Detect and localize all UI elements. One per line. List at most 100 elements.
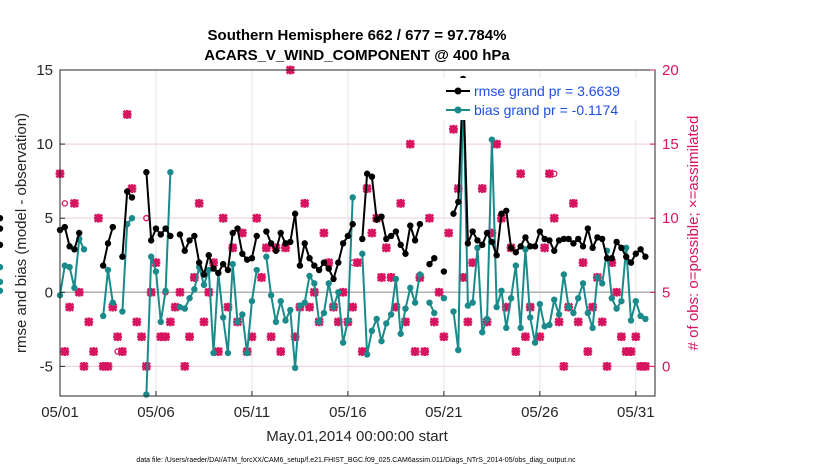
obs-assimilated-marker [161,332,171,342]
obs-assimilated-marker [65,302,75,312]
rmse-point [104,240,112,247]
bias-point [531,339,539,346]
rmse-point [243,256,251,263]
rmse-point [119,253,126,260]
y-axis-label: rmse and bias (model - observation) [13,113,30,353]
rmse-point [546,237,553,244]
bias-point [493,303,500,311]
bias-point [507,295,515,302]
rmse-point [0,225,4,232]
bias-point [455,346,462,354]
obs-assimilated-marker [501,302,511,312]
rmse-point [282,240,289,247]
y-axis-ticks: -5 0 5 10 15 [36,62,65,375]
rmse-point [416,220,424,228]
rmse-point [407,222,414,229]
bias-point [632,297,640,305]
obs-assimilated-marker [165,317,175,327]
bias-point [147,253,155,260]
rmse-point [181,247,188,254]
rmse-point [195,259,203,266]
bias-point [229,260,236,268]
obs-assimilated-marker [420,347,430,357]
bias-point [315,318,323,326]
obs-assimilated-marker [84,317,94,327]
obs-assimilated-marker [492,139,502,149]
bias-point [234,318,241,326]
obs-assimilated-marker [223,302,233,312]
obs-assimilated-marker [108,302,118,312]
x-axis-label: May.01,2014 00:00:00 start [266,428,448,445]
rmse-point [627,259,635,266]
rmse-point [296,262,304,269]
bias-point [162,287,169,294]
rmse-point [330,275,337,283]
x-tick-label: 05/16 [329,404,367,421]
y2-axis-label: # of obs: o=possible; ×=assimilated [685,116,702,351]
rmse-point [455,198,462,206]
obs-assimilated-marker [228,243,238,253]
rmse-point [205,252,212,259]
obs-assimilated-marker [434,287,444,297]
series-rmse [0,75,649,283]
bias-point [483,315,491,323]
bias-point [152,268,160,275]
rmse-point [531,243,539,250]
rmse-point [109,223,116,231]
legend-box [440,78,652,120]
data-file-footer: data file: /Users/raeder/DAI/ATM_forcXX/… [136,457,576,464]
bias-point [359,250,366,257]
obs-assimilated-marker [616,332,626,342]
bias-point [224,349,232,357]
obs-assimilated-marker [266,332,276,342]
bias-point [191,286,198,293]
bias-point [61,262,68,269]
obs-assimilated-marker [319,228,329,238]
obs-assimilated-marker [98,361,108,371]
bias-point [277,297,284,305]
obs-assimilated-marker [444,228,454,238]
obs-assimilated-marker [338,287,348,297]
obs-assimilated-marker [516,169,526,179]
bias-point [541,323,548,330]
obs-assimilated-marker [424,213,434,223]
obs-assimilated-marker [69,198,79,208]
obs-assimilated-marker [511,347,521,357]
bias-point [565,303,572,311]
rmse-point [335,259,342,266]
rmse-point [613,238,620,246]
obs-assimilated-marker [146,287,156,297]
obs-assimilated-marker [199,317,209,327]
bias-point [383,320,390,327]
bias-point [536,300,544,308]
rmse-point [267,240,275,247]
obs-assimilated-marker [400,317,411,327]
rmse-point [239,250,246,257]
bias-point [431,309,438,317]
obs-assimilated-marker [276,347,286,357]
obs-assimilated-marker [151,258,161,268]
rmse-point [306,254,313,262]
rmse-point [344,232,352,240]
bias-point [426,299,433,306]
bias-point [498,287,505,294]
bias-point [411,299,419,306]
bias-point [330,303,337,311]
obs-assimilated-marker [137,332,147,342]
rmse-point [623,253,630,260]
bias-point [474,244,481,252]
x-tick-label: 05/11 [234,404,270,421]
bias-point [0,278,4,286]
bias-point [599,280,606,287]
bias-point [128,214,136,222]
series-lines [0,75,649,398]
obs-assimilated-marker [89,347,99,357]
rmse-point [517,243,524,250]
rmse-point [474,237,481,244]
rmse-point [215,269,222,277]
obs-assimilated-marker [204,287,214,297]
bias-point [378,337,385,345]
bias-point [387,311,395,318]
rmse-point [349,220,356,228]
